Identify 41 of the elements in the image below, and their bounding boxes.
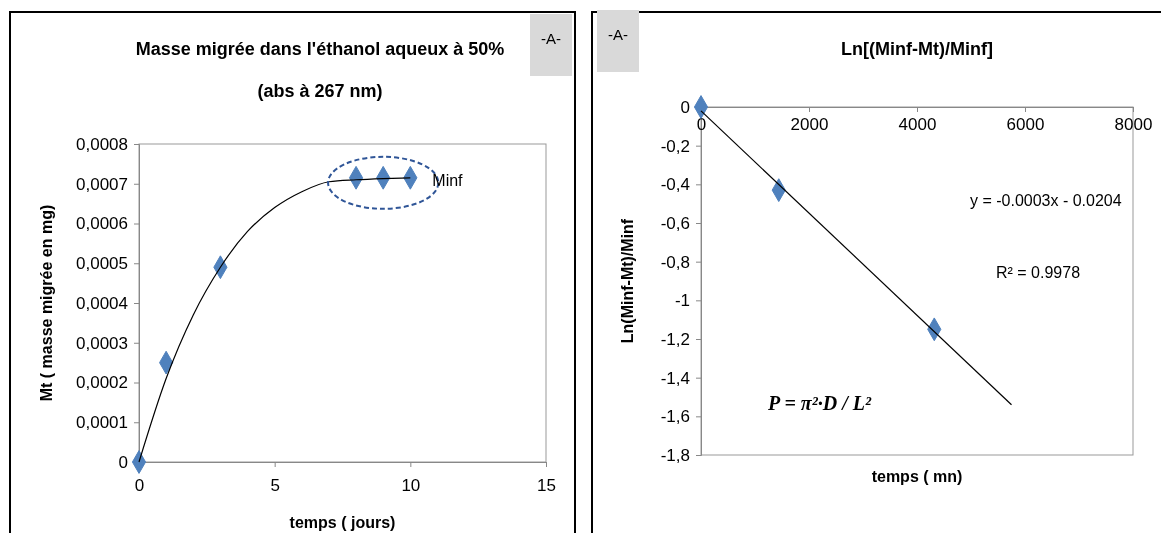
y-tick-label: -1,8: [660, 445, 690, 465]
x-tick-label: 10: [401, 476, 421, 496]
x-tick-label: 2000: [790, 115, 829, 135]
y-tick-label: 0,0003: [76, 333, 128, 353]
x-tick-label: 0: [134, 476, 145, 496]
x-tick-label: 8000: [1114, 115, 1153, 135]
y-tick-label: 0,0007: [76, 174, 128, 194]
y-tick-label: 0,0002: [76, 373, 128, 393]
x-tick-label: 4000: [898, 115, 937, 135]
y-tick-label: -1,4: [660, 368, 690, 388]
y-tick-label: -1,2: [660, 329, 690, 349]
y-tick-label: -0,6: [660, 213, 690, 233]
y-tick-label: 0,0004: [76, 293, 128, 313]
y-tick-label: 0,0006: [76, 214, 128, 234]
annotation: y = -0.0003x - 0.0204: [970, 192, 1122, 209]
y-axis-title: Ln(Minf-Mt)/Minf: [619, 218, 636, 344]
text: -A-: [541, 30, 561, 47]
annotation: R² = 0.9978: [996, 264, 1081, 281]
x-tick-label: 5: [270, 476, 280, 496]
y-tick-label: 0: [118, 452, 128, 472]
y-tick-label: -0,2: [660, 136, 690, 156]
y-tick-label: -1: [674, 291, 690, 311]
x-tick-label: 6000: [1006, 115, 1045, 135]
text: -A-: [608, 26, 628, 43]
y-tick-label: 0: [680, 97, 690, 117]
chart-title: Masse migrée dans l'éthanol aqueux à 50%: [135, 39, 505, 59]
y-tick-label: 0,0001: [76, 413, 128, 433]
annotation: Minf: [432, 171, 464, 189]
y-tick-label: 0,0005: [76, 254, 128, 274]
y-tick-label: -0,4: [660, 175, 690, 195]
y-tick-label: 0,0008: [76, 134, 128, 154]
y-tick-label: -1,6: [660, 407, 690, 427]
y-tick-label: -0,8: [660, 252, 690, 272]
chart-subtitle: (abs à 267 nm): [257, 81, 383, 101]
y-axis-title: Mt ( masse migrée en mg): [38, 204, 55, 402]
x-tick-label: 15: [537, 476, 556, 496]
annotation: P = π²·D / L²: [767, 392, 872, 414]
chart-title: Ln[(Minf-Mt)/Minf]: [841, 39, 993, 59]
x-axis-title: temps ( jours): [289, 514, 396, 531]
x-tick-label: 0: [696, 115, 707, 135]
x-axis-title: temps ( mn): [871, 468, 963, 485]
